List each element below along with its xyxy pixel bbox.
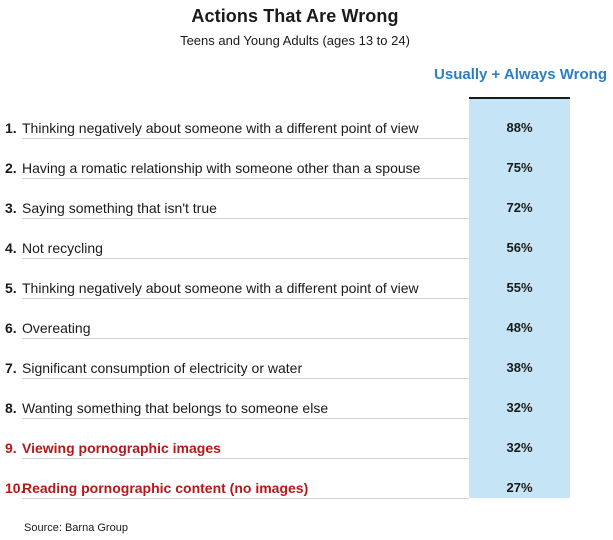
value-column-header: Usually + Always Wrong <box>434 66 607 83</box>
row-value: 88% <box>506 120 533 135</box>
row-divider <box>22 178 469 179</box>
table-row: 6. Overeating 48% <box>0 312 613 352</box>
row-label: Not recycling <box>22 240 103 256</box>
row-rank: 2. <box>5 160 17 176</box>
table-body: 1. Thinking negatively about someone with… <box>0 112 613 512</box>
row-divider <box>22 458 469 459</box>
row-divider <box>22 338 469 339</box>
row-label: Significant consumption of electricity o… <box>22 360 303 376</box>
row-rank: 4. <box>5 240 17 256</box>
row-divider <box>22 298 469 299</box>
row-rank: 3. <box>5 200 17 216</box>
row-label: Saying something that isn't true <box>22 200 217 216</box>
chart-title: Actions That Are Wrong <box>191 6 399 26</box>
table-row: 5. Thinking negatively about someone with… <box>0 272 613 312</box>
row-value: 75% <box>506 160 533 175</box>
row-value: 27% <box>506 480 533 495</box>
row-label: Wanting something that belongs to someon… <box>22 400 329 416</box>
row-divider <box>22 498 469 499</box>
row-value: 48% <box>506 320 533 335</box>
row-rank: 10. <box>5 480 25 496</box>
row-value: 32% <box>506 400 533 415</box>
table-row: 9. Viewing pornographic images 32% <box>0 432 613 472</box>
row-rank: 1. <box>5 120 17 136</box>
row-rank: 6. <box>5 320 17 336</box>
row-divider <box>22 138 469 139</box>
row-divider <box>22 378 469 379</box>
row-label: Overeating <box>22 320 91 336</box>
row-rank: 9. <box>5 440 17 456</box>
row-rank: 8. <box>5 400 17 416</box>
table-row: 1. Thinking negatively about someone with… <box>0 112 613 152</box>
table-row: 10. Reading pornographic content (no imag… <box>0 472 613 512</box>
table-row: 8. Wanting something that belongs to some… <box>0 392 613 432</box>
value-column-band <box>469 99 570 498</box>
row-value: 32% <box>506 440 533 455</box>
row-label: Having a romatic relationship with someo… <box>22 160 421 176</box>
header-rule <box>469 97 570 99</box>
row-label: Thinking negatively about someone with a… <box>22 120 419 136</box>
row-value: 56% <box>506 240 533 255</box>
row-label: Reading pornographic content (no images) <box>22 480 309 496</box>
row-rank: 5. <box>5 280 17 296</box>
table-row: 4. Not recycling 56% <box>0 232 613 272</box>
table-row: 2. Having a romatic relationship with som… <box>0 152 613 192</box>
chart-subtitle: Teens and Young Adults (ages 13 to 24) <box>180 33 410 48</box>
row-divider <box>22 418 469 419</box>
table-row: 3. Saying something that isn't true 72% <box>0 192 613 232</box>
row-value: 55% <box>506 280 533 295</box>
row-value: 72% <box>506 200 533 215</box>
row-divider <box>22 258 469 259</box>
table-row: 7. Significant consumption of electricity… <box>0 352 613 392</box>
row-rank: 7. <box>5 360 17 376</box>
row-divider <box>22 218 469 219</box>
row-value: 38% <box>506 360 533 375</box>
row-label: Viewing pornographic images <box>22 440 221 456</box>
source-note: Source: Barna Group <box>24 522 128 534</box>
row-label: Thinking negatively about someone with a… <box>22 280 419 296</box>
